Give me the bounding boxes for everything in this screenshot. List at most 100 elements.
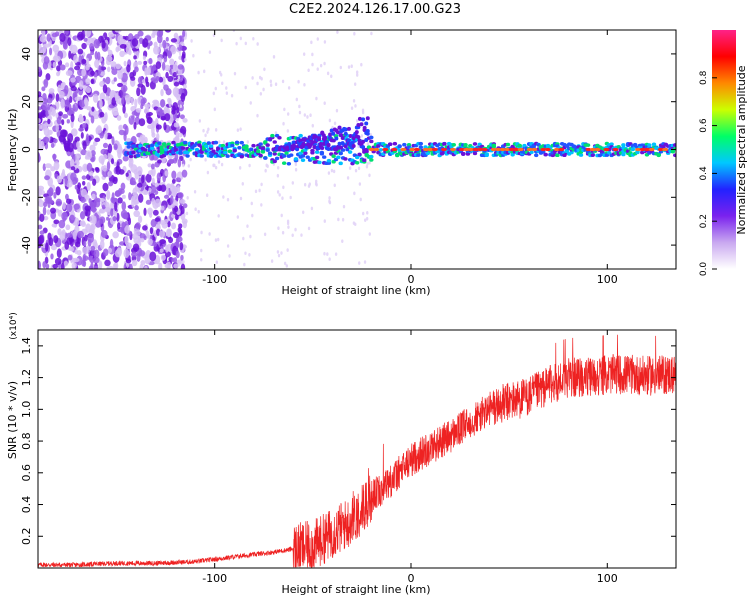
heat-cell [43, 127, 50, 137]
heat-cell [92, 140, 98, 147]
heat-cell [342, 204, 346, 209]
heat-cell [310, 150, 315, 155]
heat-cell [368, 232, 371, 236]
heat-cell [359, 122, 364, 127]
heat-cell [256, 81, 259, 86]
heat-cell [107, 66, 111, 73]
heat-cell [125, 172, 129, 177]
heat-cell [156, 34, 163, 44]
heat-cell [87, 238, 92, 247]
heat-cell [74, 136, 80, 143]
heat-cell [213, 163, 216, 168]
heat-cell [281, 154, 287, 158]
colorbar-tick-label: 0.4 [699, 166, 709, 181]
bottom-y-ticks: 0.2 0.4 0.6 0.8 1.0 1.2 1.4 [20, 337, 676, 545]
heat-cell [526, 147, 533, 152]
heat-cell [128, 192, 132, 201]
heat-cell [84, 30, 92, 38]
heat-cell [107, 143, 113, 154]
heat-cell [250, 201, 253, 206]
heat-cell [85, 208, 91, 217]
heat-cell [102, 182, 109, 192]
heat-cell [90, 51, 95, 56]
heat-cell [70, 113, 75, 123]
heat-cell [115, 63, 122, 70]
heat-cell [160, 254, 166, 261]
heat-cell [117, 197, 123, 204]
heat-cell [350, 64, 353, 69]
heat-cell [239, 196, 243, 201]
heat-cell [52, 44, 60, 53]
heat-cell [553, 147, 560, 152]
heat-cell [171, 186, 178, 196]
heat-cell [133, 200, 138, 206]
heat-cell [173, 257, 178, 264]
heat-cell [159, 230, 166, 238]
heat-cell [314, 182, 318, 186]
heat-cell [82, 140, 87, 150]
heat-cell [95, 126, 102, 134]
heat-cell [147, 207, 153, 215]
heat-cell [94, 51, 99, 60]
heat-cell [236, 128, 240, 132]
heat-cell [307, 68, 310, 73]
heat-cell [260, 76, 263, 81]
heat-cell [65, 224, 71, 231]
heat-cell [134, 205, 139, 211]
heat-cell [569, 150, 574, 155]
heat-cell [67, 133, 74, 143]
heat-cell [164, 251, 171, 258]
heat-cell [609, 142, 614, 146]
heat-cell [329, 138, 334, 143]
heat-cell [298, 151, 303, 156]
heat-cell [309, 113, 312, 118]
heat-cell [106, 161, 111, 171]
heat-cell [121, 194, 126, 199]
heat-cell [38, 106, 42, 111]
heat-cell [339, 65, 342, 70]
heat-cell [361, 108, 365, 113]
heat-cell [202, 128, 205, 133]
heat-cell [354, 130, 359, 135]
heat-cell [181, 169, 188, 178]
heat-cell [81, 122, 87, 129]
heat-cell [208, 50, 212, 54]
heat-cell [522, 143, 527, 148]
heat-cell [179, 242, 184, 251]
heat-cell [90, 78, 95, 84]
heat-cell [90, 223, 96, 231]
heat-cell [64, 30, 69, 35]
heat-cell [86, 57, 90, 67]
heat-cell [110, 208, 114, 217]
heat-cell [124, 225, 130, 234]
heat-cell [174, 205, 179, 213]
heat-cell [264, 168, 267, 173]
heat-cell [330, 168, 334, 173]
heat-cell [294, 227, 297, 232]
heat-cell [358, 182, 362, 186]
heat-cell [203, 69, 206, 74]
heat-cell [73, 203, 80, 210]
heat-cell [124, 235, 129, 245]
heat-cell [200, 230, 203, 235]
heat-cell [78, 80, 84, 90]
heat-cell [170, 38, 178, 43]
heat-cell [53, 235, 59, 244]
heat-cell [364, 147, 369, 152]
snr-frame [37, 329, 677, 569]
heat-cell [171, 109, 176, 115]
heat-cell [334, 136, 339, 141]
heat-cell [220, 38, 223, 43]
heat-cell [137, 60, 143, 65]
heat-cell [68, 50, 72, 60]
colorbar-gradient [712, 30, 736, 269]
heat-cell [100, 71, 106, 77]
heat-cell [42, 92, 47, 101]
heat-cell [91, 205, 97, 213]
heat-cell [145, 173, 152, 183]
heat-cell [189, 157, 192, 162]
heat-cell [42, 136, 50, 144]
heat-cell [43, 201, 48, 208]
heat-cell [221, 81, 224, 86]
heat-cell [38, 224, 43, 230]
